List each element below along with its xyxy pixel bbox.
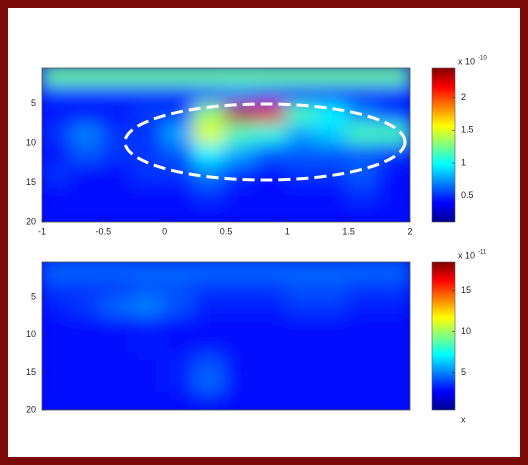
heatmap-area [40, 260, 412, 414]
y-tick-label: 10 [26, 329, 36, 339]
x-tick-label: 2 [407, 226, 412, 236]
x-tick-label: -1 [38, 226, 46, 236]
colorbar-tick-label: 5 [461, 367, 466, 377]
colorbar-tick-label: 15 [461, 285, 471, 295]
colorbar-tick-label: 1 [461, 157, 466, 167]
heatmap-cells [40, 260, 412, 414]
heatmap-cells [40, 64, 412, 225]
colorbar-label: x 10 [458, 56, 475, 66]
x-tick-label: -0.5 [96, 226, 112, 236]
figure: 5101520-1-0.500.511.520.511.52x 10-10510… [0, 0, 528, 465]
colorbar-tick-label: 10 [461, 326, 471, 336]
y-tick-label: 20 [26, 404, 36, 414]
y-tick-label: 15 [26, 367, 36, 377]
y-tick-label: 5 [31, 292, 36, 302]
x-tick-label: 1 [285, 226, 290, 236]
colorbar-bottom-label: x [461, 414, 466, 424]
heatmap-area [40, 64, 412, 225]
colorbar-tick-label: 2 [461, 92, 466, 102]
x-tick-label: 1.5 [342, 226, 355, 236]
x-tick-label: 0.5 [220, 226, 233, 236]
y-tick-label: 15 [26, 177, 36, 187]
colorbar-exponent: -10 [478, 56, 487, 62]
colorbar [432, 68, 455, 222]
colorbar-label: x 10 [458, 250, 475, 260]
colorbar-exponent: -11 [478, 250, 487, 256]
y-tick-label: 5 [31, 98, 36, 108]
x-tick-label: 0 [162, 226, 167, 236]
colorbar-tick-label: 0.5 [461, 190, 474, 200]
y-tick-label: 10 [26, 137, 36, 147]
colorbar-tick-label: 1.5 [461, 125, 474, 135]
colorbar [432, 262, 455, 410]
y-tick-label: 20 [26, 216, 36, 226]
